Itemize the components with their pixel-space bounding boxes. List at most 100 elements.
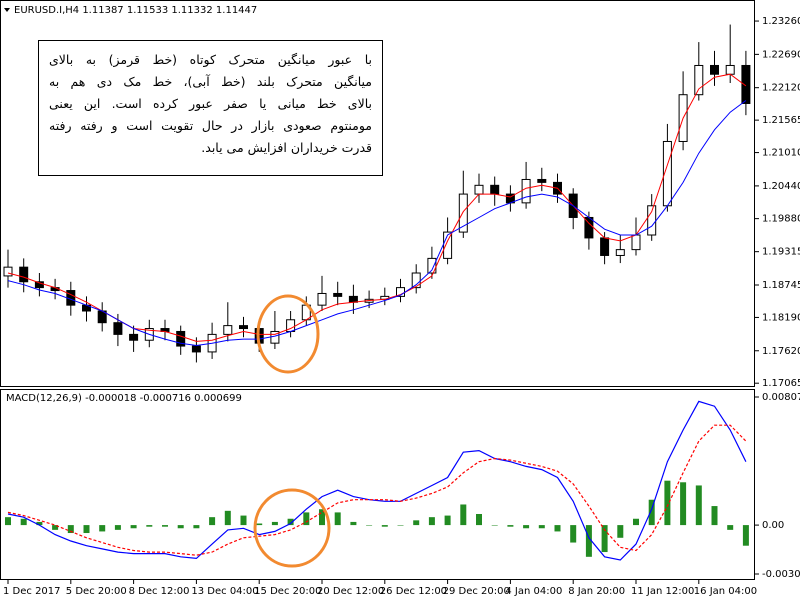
- candle-body: [239, 325, 248, 330]
- annotation-box: با عبور میانگین متحرک کوتاه (خط قرمز) به…: [38, 40, 383, 176]
- candle-body: [474, 184, 484, 195]
- x-tick-label: 11 Jan 12:00: [631, 586, 694, 597]
- highlight-circle: [253, 488, 331, 568]
- candle-body: [113, 322, 123, 335]
- x-tick-label: 8 Dec 12:00: [129, 586, 190, 597]
- histogram-bar: [397, 525, 404, 526]
- histogram-bar: [271, 521, 278, 526]
- y-tick-label: 1.17065: [762, 378, 800, 389]
- histogram-bar: [240, 515, 247, 526]
- panel-icon: [4, 8, 10, 12]
- annotation-line: مومنتوم صعودی بازار در حال تقویت است و ر…: [49, 118, 372, 133]
- histogram-bar: [491, 525, 498, 526]
- y-tick-label: -0.003084: [762, 569, 800, 580]
- candle-body: [694, 64, 704, 96]
- histogram-bar: [742, 525, 749, 546]
- y-tick-label: 1.20440: [762, 181, 800, 192]
- x-tick-label: 8 Jan 20:00: [568, 586, 625, 597]
- candle-body: [490, 184, 500, 195]
- histogram-bar: [695, 485, 702, 526]
- histogram-bar: [507, 525, 514, 527]
- annotation-line: بالای خط میانی یا صفر عبور کرده است. این…: [49, 96, 372, 111]
- candle-body: [191, 345, 201, 353]
- histogram-bar: [727, 525, 734, 530]
- y-tick-label: 1.19880: [762, 214, 800, 225]
- price-panel: [0, 0, 755, 387]
- histogram-bar: [460, 504, 467, 526]
- candle-body: [521, 178, 531, 204]
- histogram-bar: [413, 520, 420, 526]
- histogram-bar: [381, 525, 388, 527]
- histogram-bar: [554, 525, 561, 532]
- x-tick-label: 20 Dec 12:00: [317, 586, 384, 597]
- histogram-bar: [334, 512, 341, 526]
- histogram-bar: [114, 525, 121, 530]
- x-tick-label: 1 Dec 2017: [3, 586, 61, 597]
- histogram-bar: [130, 525, 137, 529]
- x-tick-label: 29 Dec 20:00: [443, 586, 510, 597]
- candle-body: [333, 292, 343, 297]
- candle-body: [710, 64, 719, 75]
- histogram-bar: [209, 517, 216, 526]
- y-tick-label: 1.21565: [762, 115, 800, 126]
- histogram-bar: [711, 506, 718, 526]
- histogram-bar: [617, 525, 624, 538]
- histogram-bar: [303, 512, 310, 526]
- histogram-bar: [350, 521, 357, 526]
- histogram-bar: [633, 518, 639, 526]
- candle-body: [348, 295, 358, 303]
- candle-body: [223, 325, 233, 335]
- y-tick-label: 1.21010: [762, 148, 800, 159]
- y-tick-label: 1.18190: [762, 312, 800, 323]
- candle-body: [458, 193, 468, 233]
- histogram-bar: [648, 499, 655, 526]
- annotation-line: قدرت خریداران افزایش می یابد.: [201, 140, 372, 155]
- histogram-bar: [99, 525, 106, 532]
- histogram-bar: [256, 523, 263, 526]
- moving-average: [7, 100, 747, 347]
- highlight-circle: [256, 294, 320, 374]
- annotation-line: میانگین متحرک بلند (خط آبی)، خط مک دی هم…: [49, 74, 372, 89]
- candle-body: [3, 266, 13, 277]
- candle-body: [34, 281, 44, 289]
- histogram-bar: [67, 525, 74, 534]
- histogram-bar: [83, 525, 90, 534]
- plot: 1.23260 1.22690 1.22120 1.21565 1.21010 1.204…: [3, 16, 800, 597]
- candle-body: [537, 178, 547, 183]
- histogram-bar: [366, 525, 373, 526]
- candle-body: [631, 234, 641, 251]
- x-tick-label: 16 Jan 04:00: [694, 586, 757, 597]
- histogram-bar: [444, 515, 451, 526]
- macd-line: [7, 400, 747, 561]
- histogram-bar: [664, 480, 671, 526]
- y-tick-label: 1.23260: [762, 16, 800, 27]
- y-tick-label: 1.19315: [762, 247, 800, 258]
- histogram-bar: [177, 525, 184, 529]
- histogram-bar: [162, 525, 168, 527]
- y-tick-label: 0.008078: [762, 392, 800, 403]
- histogram-bar: [428, 517, 435, 526]
- indicator-title: MACD(12,26,9) -0.000018 -0.000716 0.0006…: [6, 393, 242, 404]
- histogram-bar: [585, 525, 592, 557]
- candle-body: [129, 333, 139, 341]
- candle-body: [19, 266, 29, 283]
- candle-body: [411, 272, 421, 289]
- candle-body: [615, 249, 625, 256]
- histogram-bar: [570, 525, 577, 543]
- candle-body: [317, 292, 327, 306]
- histogram-bar: [5, 517, 11, 526]
- y-tick-label: 1.22120: [762, 83, 800, 94]
- histogram-bar: [146, 525, 153, 527]
- histogram-bar: [20, 518, 27, 526]
- histogram-bar: [287, 518, 294, 526]
- y-tick-label: 1.18745: [762, 280, 800, 291]
- annotation-line: با عبور میانگین متحرک کوتاه (خط قرمز) به…: [49, 52, 372, 67]
- candle-body: [176, 330, 186, 347]
- histogram-bar: [52, 525, 59, 530]
- x-tick-label: 4 Jan 04:00: [505, 586, 562, 597]
- candle-body: [741, 64, 751, 104]
- histogram-bar: [36, 521, 43, 526]
- candle-body: [427, 257, 437, 274]
